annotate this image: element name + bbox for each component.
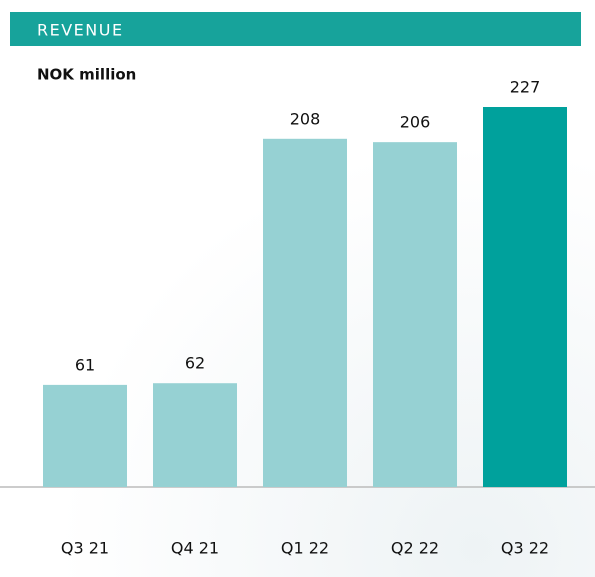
bar	[263, 138, 347, 488]
chart-subtitle: NOK million	[37, 66, 136, 84]
x-tick-label: Q3 21	[61, 539, 109, 558]
bar	[483, 107, 567, 487]
x-tick-label: Q2 22	[391, 539, 439, 558]
value-label: 227	[510, 78, 541, 97]
bar	[373, 142, 457, 488]
value-label: 61	[75, 355, 95, 374]
value-label: 206	[400, 113, 431, 132]
bar	[43, 384, 127, 487]
bar	[153, 383, 237, 487]
x-tick-label: Q3 22	[501, 539, 549, 558]
chart-title: REVENUE	[37, 21, 124, 40]
value-label: 208	[290, 109, 321, 128]
header-bar	[10, 12, 581, 46]
x-tick-label: Q4 21	[171, 539, 219, 558]
x-tick-label: Q1 22	[281, 539, 329, 558]
value-label: 62	[185, 354, 205, 373]
